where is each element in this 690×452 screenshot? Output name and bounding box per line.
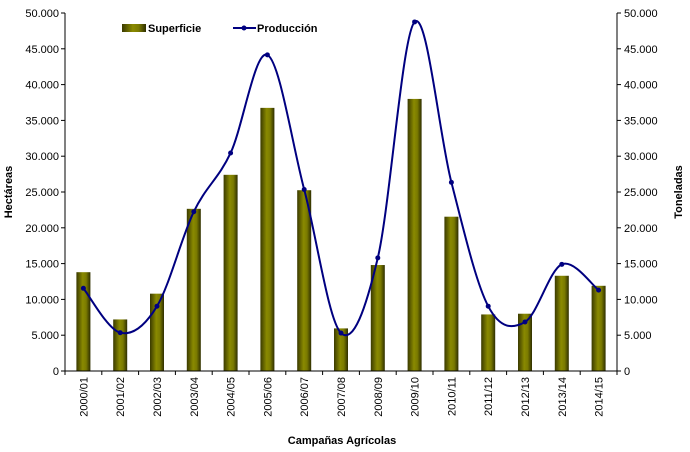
x-tick-label: 2014/15 — [594, 377, 606, 417]
y2-tick-label: 10.000 — [624, 294, 658, 306]
y2-tick-label: 25.000 — [624, 187, 658, 199]
y2-tick-label: 30.000 — [624, 151, 658, 163]
x-tick-label: 2006/07 — [299, 377, 311, 417]
point-produccion-2000/01 — [80, 285, 86, 291]
point-produccion-2006/07 — [301, 186, 307, 192]
y-tick-label: 35.000 — [25, 115, 59, 127]
x-tick-label: 2005/06 — [262, 377, 274, 417]
bar-superficie-2000/01 — [76, 272, 91, 371]
x-tick-label: 2013/14 — [557, 377, 569, 417]
y-tick-label: 15.000 — [25, 259, 59, 271]
y-tick-label: 0 — [53, 366, 59, 378]
point-produccion-2013/14 — [559, 261, 565, 267]
x-tick-label: 2004/05 — [226, 377, 238, 417]
y2-tick-label: 15.000 — [624, 259, 658, 271]
legend-label-superficie: Superficie — [148, 23, 201, 35]
point-produccion-2007/08 — [338, 330, 344, 336]
x-tick-label: 2003/04 — [189, 377, 201, 417]
point-produccion-2001/02 — [117, 330, 123, 336]
y-tick-label: 25.000 — [25, 187, 59, 199]
point-produccion-2002/03 — [154, 303, 160, 309]
y-tick-label: 30.000 — [25, 151, 59, 163]
point-produccion-2005/06 — [264, 52, 270, 58]
y-tick-label: 40.000 — [25, 80, 59, 92]
x-tick-label: 2009/10 — [410, 377, 422, 417]
point-produccion-2003/04 — [191, 209, 197, 215]
y-tick-label: 20.000 — [25, 223, 59, 235]
x-tick-label: 2007/08 — [336, 377, 348, 417]
x-tick-label: 2011/12 — [483, 377, 495, 416]
line-produccion — [82, 20, 600, 337]
point-produccion-2012/13 — [522, 319, 528, 325]
y2-tick-label: 45.000 — [624, 44, 658, 56]
x-axis-title: Campañas Agrícolas — [288, 435, 396, 447]
bar-superficie-2001/02 — [113, 319, 128, 371]
y2-tick-label: 40.000 — [624, 80, 658, 92]
bar-superficie-2012/13 — [518, 313, 532, 371]
y-axis-title: Hectáreas — [3, 166, 15, 219]
legend: Superficie Producción — [122, 23, 318, 35]
point-produccion-2004/05 — [228, 150, 234, 156]
legend-marker-produccion — [241, 25, 247, 31]
x-tick-label: 2010/11 — [446, 377, 458, 416]
y-tick-label: 10.000 — [25, 294, 59, 306]
bar-superficie-2010/11 — [444, 216, 459, 371]
point-produccion-2008/09 — [375, 255, 381, 261]
x-tick-label: 2012/13 — [520, 377, 532, 417]
y2-axis-title: Toneladas — [673, 165, 685, 219]
y2-tick-label: 35.000 — [624, 115, 658, 127]
y-tick-label: 45.000 — [25, 44, 59, 56]
x-tick-label: 2002/03 — [152, 377, 164, 417]
bar-superficie-2005/06 — [260, 107, 275, 372]
bar-superficie-2008/09 — [370, 265, 385, 371]
point-produccion-2009/10 — [412, 19, 418, 25]
y2-tick-label: 50.000 — [624, 8, 658, 20]
y2-tick-label: 0 — [624, 366, 630, 378]
bar-superficie-2011/12 — [481, 314, 496, 371]
x-tick-label: 2008/09 — [373, 377, 385, 417]
bar-superficie-2004/05 — [223, 174, 238, 371]
bar-superficie-2007/08 — [334, 328, 348, 371]
y-tick-label: 5.000 — [31, 330, 59, 342]
bar-superficie-2003/04 — [186, 208, 201, 371]
bar-superficie-2009/10 — [407, 98, 422, 372]
point-produccion-2010/11 — [448, 179, 454, 185]
y2-tick-label: 20.000 — [624, 223, 658, 235]
legend-swatch-superficie — [122, 24, 146, 32]
bar-superficie-2013/14 — [554, 275, 569, 371]
y-tick-label: 50.000 — [25, 8, 59, 20]
bar-superficie-2006/07 — [297, 190, 312, 371]
x-tick-label: 2001/02 — [115, 377, 127, 417]
point-produccion-2014/15 — [596, 287, 602, 293]
legend-label-produccion: Producción — [257, 23, 318, 35]
point-produccion-2011/12 — [485, 303, 491, 309]
bar-superficie-2014/15 — [591, 285, 606, 371]
x-tick-label: 2000/01 — [78, 377, 90, 417]
y2-tick-label: 5.000 — [624, 330, 652, 342]
